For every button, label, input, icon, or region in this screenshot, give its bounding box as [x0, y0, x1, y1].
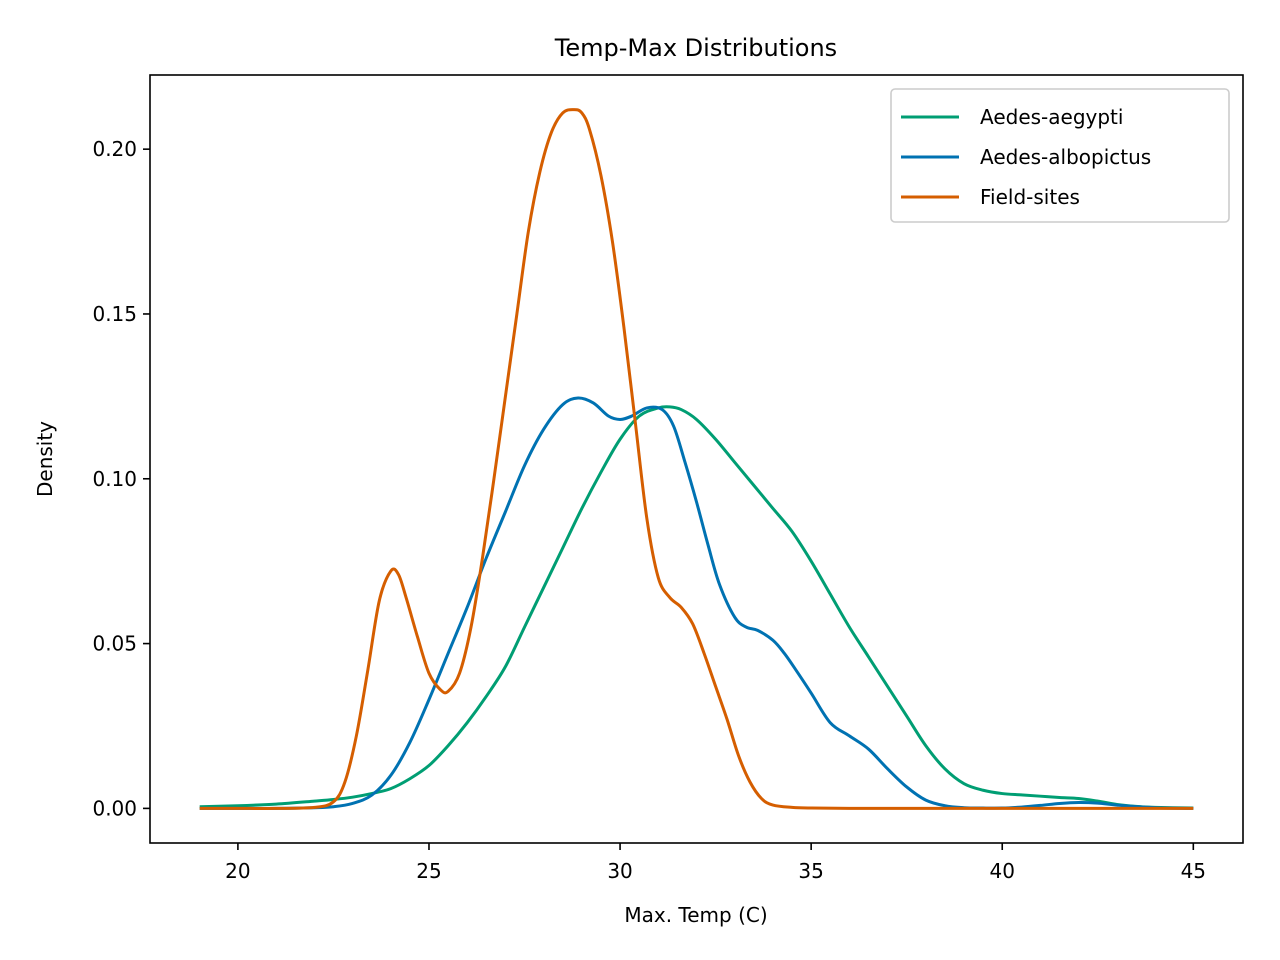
- x-axis: 20 25 30 35 40 45: [225, 843, 1206, 883]
- x-tick-label: 35: [798, 859, 823, 883]
- y-tick-label: 0.15: [92, 302, 137, 326]
- plot-frame: [149, 74, 1244, 844]
- legend: Aedes-aegypti Aedes-albopictus Field-sites: [890, 88, 1230, 223]
- x-tick-label: 25: [416, 859, 441, 883]
- legend-label-aedes-aegypti: Aedes-aegypti: [980, 105, 1123, 129]
- x-tick-label: 30: [607, 859, 632, 883]
- y-tick-label: 0.00: [92, 796, 137, 820]
- y-tick-label: 0.05: [92, 632, 137, 656]
- legend-label-field-sites: Field-sites: [980, 185, 1080, 209]
- x-tick-label: 20: [225, 859, 250, 883]
- x-tick-label: 45: [1181, 859, 1206, 883]
- series-line-field-sites: [199, 108, 1194, 810]
- y-axis: 0.00 0.05 0.10 0.15 0.20: [92, 137, 150, 820]
- y-tick-label: 0.20: [92, 137, 137, 161]
- chart-title: Temp-Max Distributions: [554, 34, 837, 62]
- y-tick-label: 0.10: [92, 467, 137, 491]
- series-line-aedes-aegypti: [199, 405, 1194, 810]
- x-tick-label: 40: [990, 859, 1015, 883]
- legend-box: [890, 88, 1230, 223]
- y-axis-label: Density: [33, 421, 57, 497]
- legend-label-aedes-albopictus: Aedes-albopictus: [980, 145, 1151, 169]
- series-layer: [199, 108, 1194, 810]
- x-axis-label: Max. Temp (C): [624, 903, 767, 927]
